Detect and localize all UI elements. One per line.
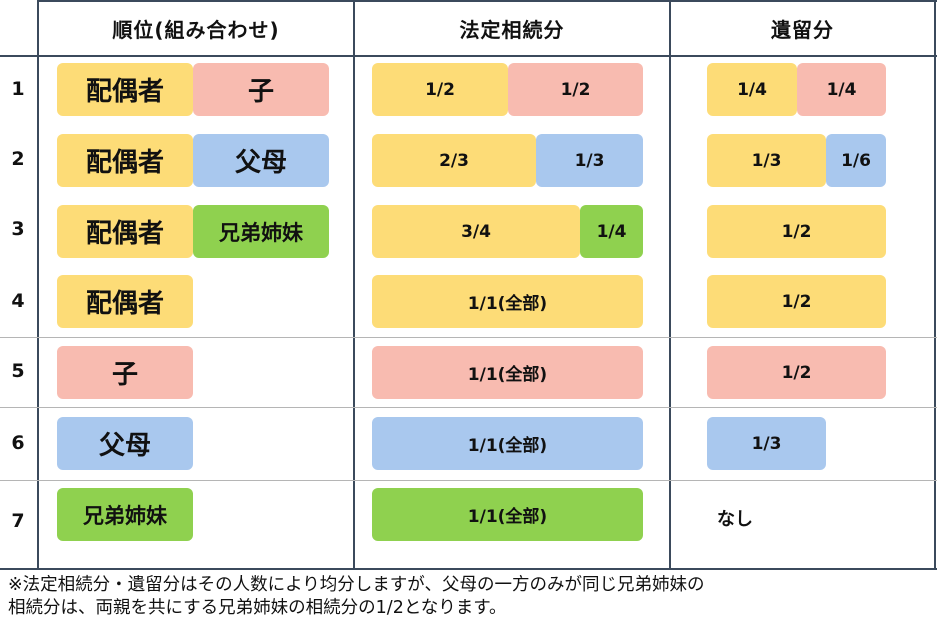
footnote: ※法定相続分・遺留分はその人数により均分しますが、父母の一方のみが同じ兄弟姉妹の… xyxy=(8,574,933,620)
row-divider xyxy=(0,337,937,338)
heir-spouse: 配偶者 xyxy=(57,205,193,258)
legal-share-siblings: 1/1(全部) xyxy=(372,488,643,541)
header-bottom-border xyxy=(0,55,937,57)
row-divider xyxy=(0,480,937,481)
reserved-share-child: 1/4 xyxy=(797,63,886,116)
heir-siblings: 兄弟姉妹 xyxy=(57,488,193,541)
heir-child: 子 xyxy=(193,63,329,116)
legal-share-spouse: 1/2 xyxy=(372,63,508,116)
row-number: 5 xyxy=(11,360,25,382)
heir-spouse: 配偶者 xyxy=(57,63,193,116)
legal-share-child: 1/1(全部) xyxy=(372,346,643,399)
legal-share-spouse: 1/1(全部) xyxy=(372,275,643,328)
table-bottom-border xyxy=(0,568,937,570)
row-divider xyxy=(0,407,937,408)
header-reserved-share: 遺留分 xyxy=(771,17,834,42)
col-divider-right xyxy=(934,0,936,570)
legal-share-spouse: 2/3 xyxy=(372,134,536,187)
heir-siblings: 兄弟姉妹 xyxy=(193,205,329,258)
table-top-border xyxy=(37,0,937,2)
row-number: 3 xyxy=(11,218,25,240)
reserved-share-parents: 1/3 xyxy=(707,417,826,470)
heir-spouse: 配偶者 xyxy=(57,134,193,187)
reserved-share-none: なし xyxy=(717,509,753,530)
row-number: 2 xyxy=(11,148,25,170)
heir-parents: 父母 xyxy=(193,134,329,187)
footnote-line-2: 相続分は、両親を共にする兄弟姉妹の相続分の1/2となります。 xyxy=(8,598,507,618)
legal-share-child: 1/2 xyxy=(508,63,643,116)
row-number: 1 xyxy=(11,78,25,100)
heir-child: 子 xyxy=(57,346,193,399)
row-number: 6 xyxy=(11,432,25,454)
col-divider-left xyxy=(37,0,39,570)
heir-spouse: 配偶者 xyxy=(57,275,193,328)
reserved-share-spouse: 1/3 xyxy=(707,134,826,187)
reserved-share-spouse: 1/2 xyxy=(707,205,886,258)
heir-parents: 父母 xyxy=(57,417,193,470)
header-rank: 順位(組み合わせ) xyxy=(112,17,280,42)
legal-share-parents: 1/3 xyxy=(536,134,643,187)
col-divider-reserved xyxy=(669,0,671,570)
row-number: 7 xyxy=(11,510,25,532)
footnote-line-1: ※法定相続分・遺留分はその人数により均分しますが、父母の一方のみが同じ兄弟姉妹の xyxy=(8,575,705,595)
legal-share-spouse: 3/4 xyxy=(372,205,580,258)
legal-share-siblings: 1/4 xyxy=(580,205,643,258)
reserved-share-child: 1/2 xyxy=(707,346,886,399)
col-divider-legal xyxy=(353,0,355,570)
legal-share-parents: 1/1(全部) xyxy=(372,417,643,470)
row-number: 4 xyxy=(11,290,25,312)
reserved-share-parents: 1/6 xyxy=(826,134,886,187)
reserved-share-spouse: 1/2 xyxy=(707,275,886,328)
reserved-share-spouse: 1/4 xyxy=(707,63,797,116)
header-legal-share: 法定相続分 xyxy=(459,17,565,42)
